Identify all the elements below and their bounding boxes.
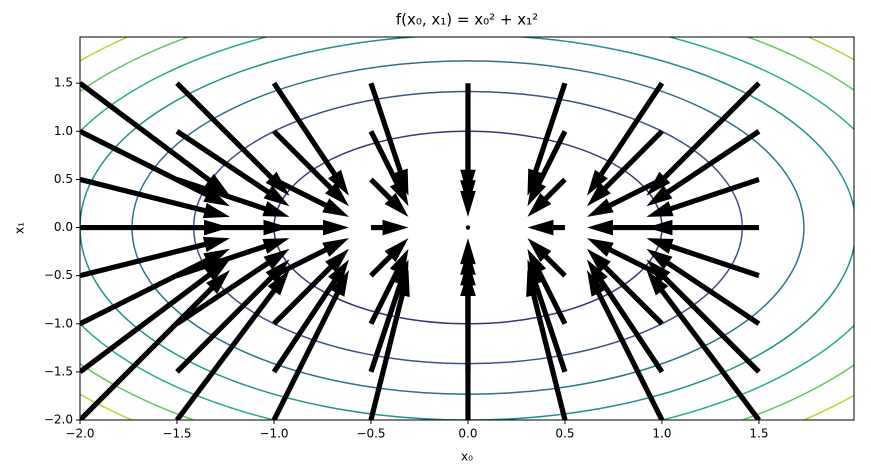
quiver-arrow — [175, 248, 290, 326]
y-tick-label: −1.5 — [44, 364, 73, 378]
quiver-arrow — [80, 236, 230, 279]
quiver-arrow — [526, 270, 568, 420]
quiver-arrow — [368, 82, 409, 196]
quiver-arrow — [460, 248, 476, 324]
quiver-arrow — [646, 259, 761, 374]
quiver-arrow — [586, 259, 665, 374]
axes-frame — [79, 36, 855, 421]
quiver-arrow — [646, 129, 761, 207]
quiver-arrow — [527, 219, 565, 236]
quiver-arrow — [646, 270, 762, 420]
quiver-arrow — [80, 219, 230, 236]
y-tick-label: 0.5 — [54, 172, 73, 186]
quiver-arrow — [176, 176, 290, 217]
x-axis-label: x₀ — [461, 450, 473, 464]
y-axis-label: x₁ — [13, 222, 27, 234]
quiver-arrow — [368, 259, 409, 373]
quiver-arrow — [586, 129, 664, 207]
quiver-arrow — [368, 270, 410, 420]
quiver-arrow — [460, 238, 476, 276]
chart-title: f(x₀, x₁) = x₀² + x₁² — [396, 11, 538, 29]
quiver-arrow — [527, 248, 568, 325]
quiver-arrow — [646, 81, 761, 196]
y-tick-label: 1.5 — [54, 76, 73, 90]
x-tick-label: −2.0 — [65, 427, 94, 441]
quiver-arrow — [586, 238, 664, 278]
quiver-arrow — [175, 129, 290, 207]
quiver-arrow — [586, 270, 665, 420]
quiver-arrow — [369, 177, 409, 217]
quiver-arrow — [527, 259, 568, 373]
y-tick-label: −0.5 — [44, 268, 73, 282]
quiver-arrow — [586, 177, 664, 217]
quiver-arrow — [370, 219, 409, 236]
y-tick-label: 1.0 — [54, 124, 73, 138]
quiver-arrow — [465, 225, 471, 230]
quiver-arrow — [586, 248, 664, 326]
y-tick-label: −2.0 — [44, 413, 73, 427]
x-tick-label: 0.5 — [555, 427, 574, 441]
quiver-arrow — [646, 238, 760, 279]
y-tick-label: −1.0 — [44, 316, 73, 330]
x-tick-label: −1.5 — [162, 427, 191, 441]
quiver-arrow — [272, 238, 349, 278]
quiver-arrow — [646, 248, 761, 326]
quiver-arrow — [271, 270, 349, 420]
quiver-arrow — [175, 259, 290, 374]
quiver-arrow — [527, 130, 568, 207]
x-tick-label: −0.5 — [356, 427, 385, 441]
x-tick-label: 1.0 — [652, 427, 671, 441]
quiver-arrow — [80, 259, 230, 374]
quiver-arrow — [368, 130, 409, 207]
quiver-arrow — [176, 238, 290, 279]
x-tick-label: 0.0 — [458, 427, 477, 441]
quiver-arrow — [586, 81, 665, 196]
quiver-arrow — [527, 238, 567, 278]
quiver-arrow — [527, 177, 567, 217]
quiver-arrow — [646, 219, 759, 236]
quiver-arrow — [80, 81, 230, 196]
quiver-arrow — [369, 238, 409, 278]
quiver-arrow — [176, 219, 290, 236]
quiver-arrow — [273, 219, 349, 236]
x-tick-label: −1.0 — [259, 427, 288, 441]
quiver-arrow — [80, 270, 230, 420]
quiver-arrow — [80, 128, 230, 207]
quiver-arrow — [271, 81, 349, 196]
quiver-arrow — [272, 248, 349, 326]
quiver-arrow — [271, 259, 349, 374]
quiver-arrow — [272, 129, 349, 207]
quiver-arrow — [272, 177, 349, 217]
y-tick-label: 0.0 — [54, 220, 73, 234]
x-tick-label: 1.5 — [749, 427, 768, 441]
quiver-arrow — [527, 82, 568, 196]
quiver-arrow — [175, 81, 290, 196]
quiver-arrow — [586, 219, 662, 236]
quiver-arrow — [174, 270, 290, 420]
quiver-arrow — [368, 248, 409, 325]
quiver-arrow — [460, 83, 476, 196]
quiver-arrow — [80, 176, 230, 219]
quiver-arrow — [646, 176, 760, 217]
